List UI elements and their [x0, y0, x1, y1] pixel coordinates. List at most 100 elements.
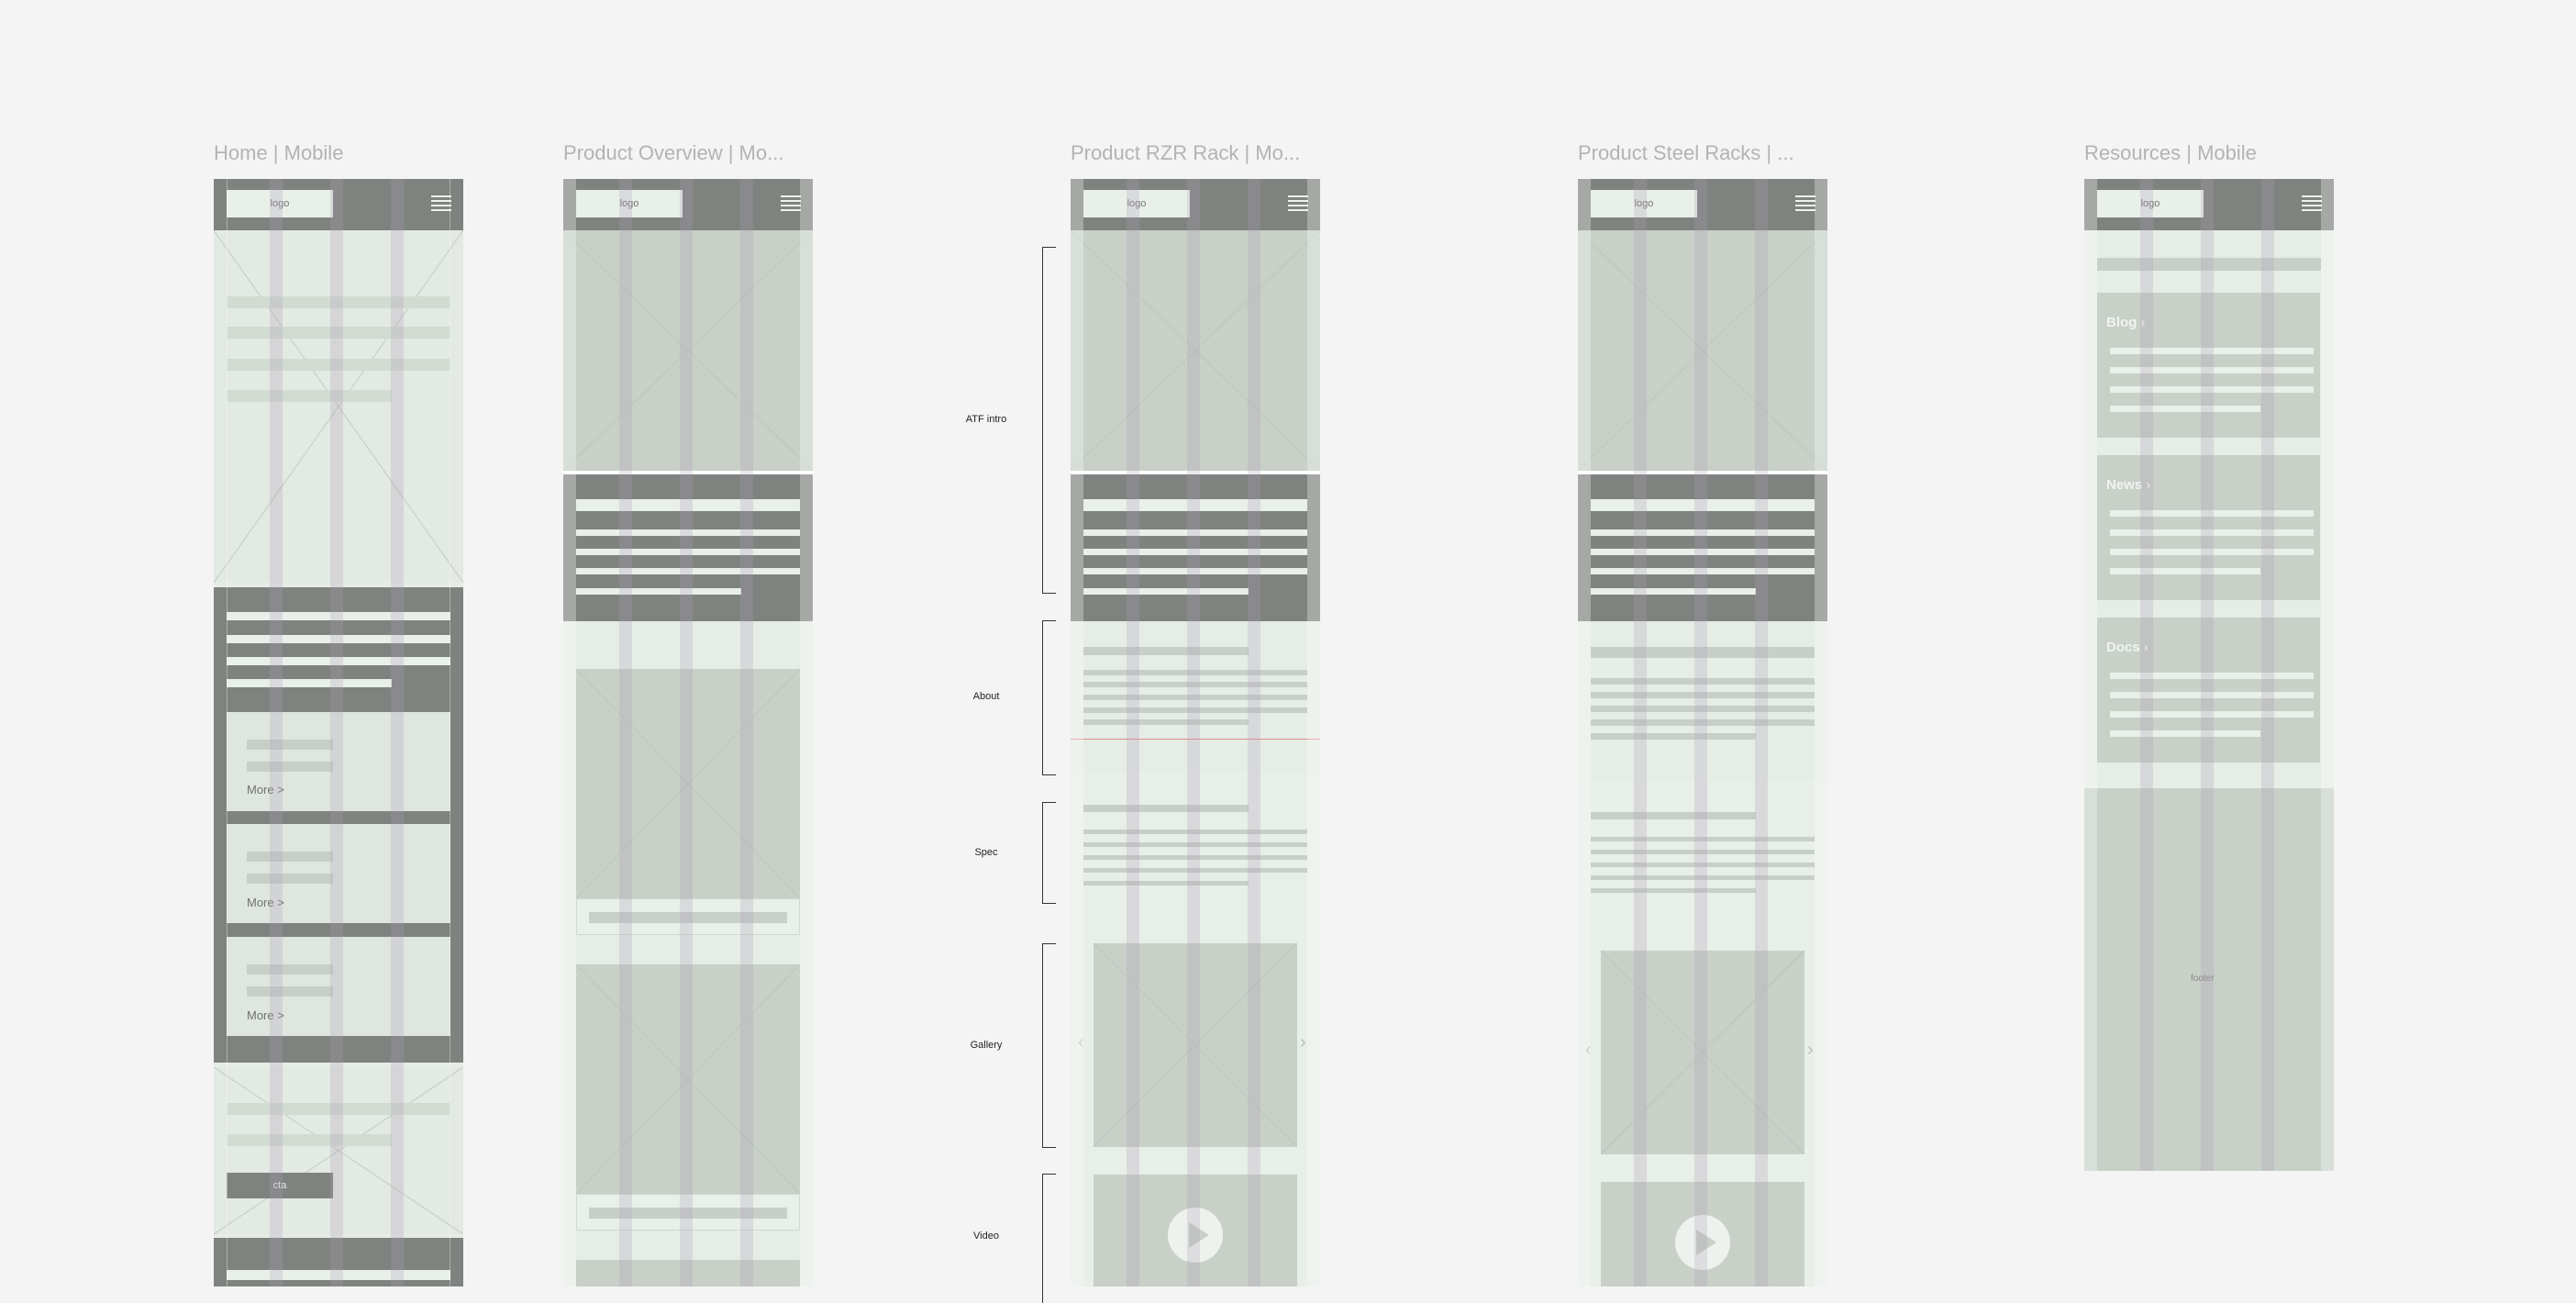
blog-card-title: Blog › [2106, 315, 2146, 330]
docs-card-title: Docs › [2106, 640, 2149, 655]
about-text-line [1083, 682, 1307, 687]
card-text-line [2110, 367, 2314, 373]
chevron-left-icon[interactable]: ‹ [1585, 1040, 1592, 1060]
card-text-line [247, 874, 333, 884]
hero-text-line [227, 296, 450, 308]
about-text-line [1591, 692, 1815, 698]
product-image-placeholder [576, 1260, 800, 1286]
hero-image-placeholder [214, 230, 463, 583]
hamburger-icon[interactable] [1795, 195, 1815, 214]
annotation-bracket [1042, 247, 1056, 594]
gallery-image-placeholder [1601, 951, 1804, 1154]
about-heading-line [1591, 647, 1815, 658]
resources-heading-line [2097, 258, 2321, 271]
card-text-line [247, 964, 333, 974]
features-text-line [227, 657, 450, 665]
hamburger-icon[interactable] [2302, 195, 2322, 214]
play-icon[interactable] [1168, 1208, 1223, 1263]
intro-text-line [1591, 568, 1815, 574]
spec-text-line [1591, 837, 1815, 841]
cta-image-placeholder [214, 1067, 463, 1234]
cta-button[interactable]: cta [227, 1173, 333, 1198]
card-text-line [2110, 711, 2314, 718]
card-text-line [247, 986, 333, 997]
intro-text-line [1083, 529, 1307, 536]
card-text-line [2110, 549, 2314, 555]
home-mobile-frame: logo More > More > More > cta [214, 179, 463, 1286]
annotation-bracket [1042, 943, 1056, 1148]
card-text-line [247, 740, 333, 750]
card-text-line [2110, 568, 2260, 574]
intro-text-line [1083, 549, 1307, 555]
about-text-line [1083, 719, 1249, 725]
header: logo [1071, 179, 1320, 230]
news-card-title: News › [2106, 477, 2151, 493]
features-text-line [227, 635, 450, 643]
caption-line [589, 1208, 787, 1219]
logo[interactable]: logo [576, 190, 683, 217]
card-text-line [2110, 730, 2260, 737]
card-text-line [247, 762, 333, 772]
fold-line [1071, 739, 1320, 740]
card-text-line [2110, 348, 2314, 354]
hero-image-placeholder [1071, 230, 1320, 471]
intro-text-line [576, 588, 741, 595]
intro-text-line [1591, 588, 1756, 595]
about-text-line [1591, 733, 1756, 740]
intro-text-line [1591, 529, 1815, 536]
logo[interactable]: logo [2097, 190, 2204, 217]
footer-label: footer [2191, 974, 2215, 984]
card-text-line [2110, 692, 2314, 698]
spec-text-line [1591, 850, 1815, 854]
annotation-bracket [1042, 620, 1056, 775]
intro-text-line [1591, 549, 1815, 555]
more-link[interactable]: More > [247, 1008, 284, 1022]
intro-heading-line [1083, 499, 1307, 511]
logo[interactable]: logo [227, 190, 333, 217]
blog-card[interactable]: Blog › [2097, 293, 2320, 438]
hamburger-icon[interactable] [431, 195, 451, 214]
chevron-right-icon[interactable]: › [1300, 1032, 1306, 1052]
annotation-bracket [1042, 802, 1056, 904]
annotation-label: ATF intro [965, 414, 1007, 425]
docs-card[interactable]: Docs › [2097, 618, 2320, 763]
annotation-label: Video [973, 1231, 999, 1242]
logo[interactable]: logo [1591, 190, 1697, 217]
about-text-line [1591, 678, 1815, 685]
hamburger-icon[interactable] [1288, 195, 1308, 214]
card-text-line [2110, 529, 2314, 536]
annotation-label: Gallery [970, 1040, 1003, 1051]
intro-heading-line [576, 499, 800, 511]
product-overview-frame: logo [563, 179, 813, 1286]
spec-text-line [1591, 888, 1756, 893]
frame-title-steel: Product Steel Racks | ... [1578, 141, 1794, 164]
resources-frame: logo Blog › News › Docs › footer [2084, 179, 2334, 1171]
spec-heading-line [1591, 812, 1756, 819]
chevron-left-icon[interactable]: ‹ [1078, 1032, 1084, 1052]
header: logo [214, 179, 463, 230]
annotation-bracket [1042, 1174, 1056, 1303]
gallery-image-placeholder [1094, 943, 1297, 1147]
features-text-line [227, 679, 392, 687]
about-text-line [1083, 670, 1307, 675]
cta-text-line [227, 1103, 450, 1115]
product-rzr-frame: logo ‹ › [1071, 179, 1320, 1286]
about-text-line [1591, 719, 1815, 726]
logo[interactable]: logo [1083, 190, 1190, 217]
hamburger-icon[interactable] [781, 195, 801, 214]
news-card[interactable]: News › [2097, 455, 2320, 600]
caption-line [589, 912, 787, 923]
card-text-line [2110, 386, 2314, 393]
more-link[interactable]: More > [247, 896, 284, 909]
card-text-line [2110, 673, 2314, 679]
more-link[interactable]: More > [247, 783, 284, 796]
intro-text-line [1083, 568, 1307, 574]
chevron-right-icon[interactable]: › [1807, 1040, 1814, 1060]
card-text-line [2110, 510, 2314, 517]
about-heading-line [1083, 647, 1249, 655]
intro-text-line [576, 549, 800, 555]
play-icon[interactable] [1675, 1215, 1730, 1270]
annotation-label: About [972, 691, 1000, 702]
header: logo [563, 179, 813, 230]
frame-title-home: Home | Mobile [214, 141, 344, 164]
